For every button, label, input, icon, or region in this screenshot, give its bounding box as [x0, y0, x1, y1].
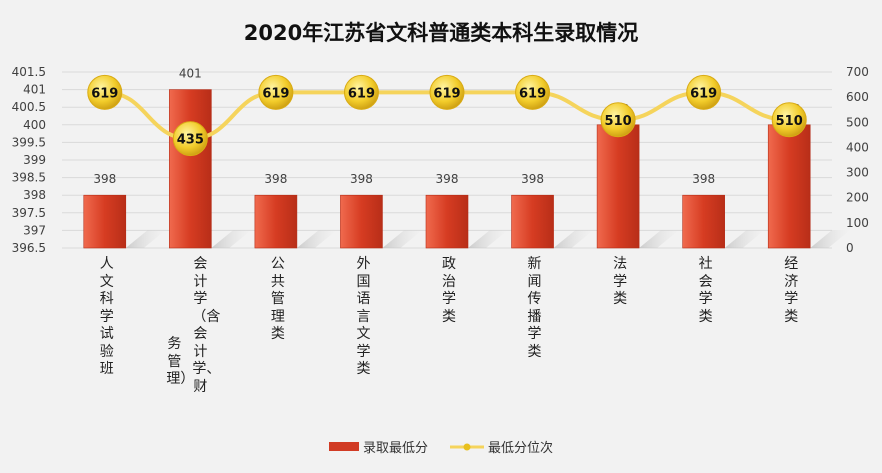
y-left-tick-label: 397 [23, 223, 46, 237]
line-value-label: 435 [177, 133, 204, 148]
y-right-tick-label: 100 [846, 216, 869, 230]
legend-item-line: 最低分位次 [450, 437, 553, 456]
bar [254, 194, 298, 249]
line-value-label: 619 [433, 86, 460, 101]
bar-shadow [553, 230, 594, 248]
x-tick-label: 经济学类 [784, 256, 799, 325]
line-marker [258, 74, 294, 110]
legend-item-bar: 录取最低分 [328, 437, 428, 456]
bar-shadow [724, 230, 765, 248]
legend-label: 录取最低分 [362, 441, 428, 456]
y-left-tick-label: 399.5 [12, 135, 46, 149]
bar [340, 194, 383, 249]
y-left-tick-label: 400.5 [12, 100, 46, 114]
legend: 录取最低分 最低分位次 [0, 437, 882, 456]
x-tick-label: 会计学（含会计学、财 [192, 256, 221, 395]
bar [425, 194, 469, 249]
line-marker [343, 74, 379, 110]
y-left-tick-label: 399 [23, 153, 46, 167]
bar-value-label: 398 [692, 172, 715, 186]
legend-bar-swatch [328, 442, 359, 451]
y-right-tick-label: 200 [846, 191, 869, 205]
x-tick-label: 人文科学试验班 [99, 256, 114, 377]
line-marker [600, 102, 636, 138]
bar [682, 194, 725, 249]
line-value-label: 619 [262, 86, 289, 101]
y-left-tick-label: 401.5 [12, 65, 46, 79]
y-right-tick-label: 700 [846, 65, 869, 79]
x-tick-label: 社会学类 [698, 256, 713, 325]
line-value-label: 510 [605, 114, 632, 129]
bar [83, 194, 127, 249]
bar-shadow [810, 230, 851, 248]
line-value-label: 619 [348, 86, 375, 101]
y-left-tick-label: 397.5 [12, 206, 46, 220]
x-tick-label: 法学类 [613, 256, 628, 307]
legend-label: 最低分位次 [488, 441, 554, 456]
line-marker [515, 74, 551, 110]
bar-shadow [296, 230, 337, 248]
line-marker [771, 102, 807, 138]
bar-value-label: 398 [264, 172, 287, 186]
bar-value-label: 398 [436, 172, 459, 186]
y-right-tick-label: 300 [846, 166, 869, 180]
y-left-tick-label: 396.5 [12, 241, 46, 255]
line-marker [87, 74, 123, 110]
chart-title: 2020年江苏省文科普通类本科生录取情况 [243, 21, 639, 45]
line-value-label: 619 [91, 86, 118, 101]
bar-shadow [468, 230, 508, 248]
x-tick-label: 新闻传播学类 [527, 256, 542, 360]
line-value-label: 619 [519, 86, 546, 101]
x-tick-label: 外国语言文学类 [356, 256, 371, 377]
x-tick-label: 政治学类 [442, 256, 456, 325]
bar-shadow [382, 230, 423, 248]
x-tick-label: 公共管理类 [270, 256, 285, 342]
bar-shadow [639, 230, 680, 248]
bar-value-label: 398 [93, 172, 116, 186]
line-value-label: 619 [690, 86, 717, 101]
y-left-tick-label: 401 [23, 83, 46, 97]
bar-shadow [211, 230, 252, 248]
y-right-tick-label: 0 [846, 241, 854, 255]
line-marker [686, 74, 722, 110]
bar [169, 89, 212, 249]
y-left-tick-label: 400 [23, 118, 46, 132]
line-value-label: 510 [776, 114, 803, 129]
x-tick-label: 务管理） [166, 336, 195, 387]
bar-value-label: 398 [350, 172, 373, 186]
y-right-tick-label: 600 [846, 90, 869, 104]
line-marker [429, 74, 465, 110]
bar-value-label: 398 [521, 172, 544, 186]
bar-shadow [125, 230, 166, 248]
bar-value-label: 401 [179, 67, 202, 81]
line-marker [172, 121, 208, 157]
bar [511, 194, 554, 249]
y-left-tick-label: 398.5 [12, 171, 46, 185]
y-right-tick-label: 400 [846, 140, 869, 154]
legend-line-swatch [450, 443, 484, 450]
y-left-tick-label: 398 [23, 188, 46, 202]
bar [596, 124, 640, 249]
y-right-tick-label: 500 [846, 115, 869, 129]
bar [767, 124, 811, 249]
